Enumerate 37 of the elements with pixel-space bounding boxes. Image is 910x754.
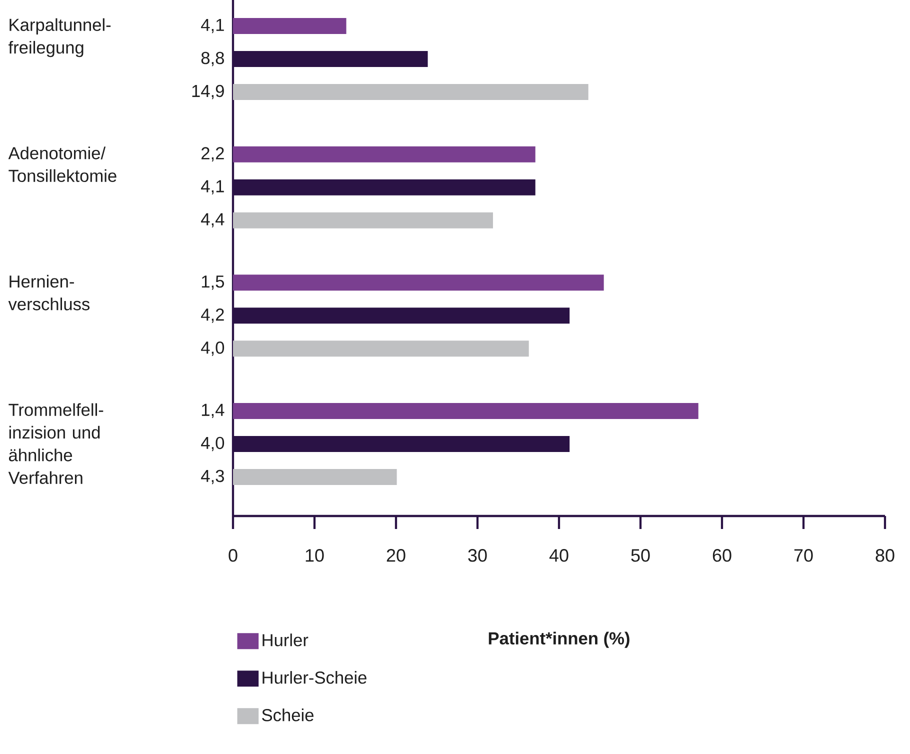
bar (233, 84, 588, 100)
legend-label: Hurler (262, 634, 308, 646)
x-tick-label: 10 (306, 549, 324, 562)
legend-label: Hurler-Scheie (262, 671, 366, 684)
x-tick-label: 60 (712, 549, 732, 562)
bar (233, 340, 529, 357)
x-tick-label: 80 (876, 549, 894, 562)
text: 4,1 (201, 180, 224, 194)
text: 4,2 (201, 308, 224, 323)
text: 4,4 (201, 213, 224, 228)
text: 1,4 (202, 404, 224, 418)
bar (233, 212, 493, 228)
y-tick-label: Hernien- verschluss (8, 274, 90, 310)
legend-label: Scheie (262, 708, 314, 722)
text: 4,1 (201, 18, 224, 34)
bar (233, 402, 698, 419)
bar (233, 274, 604, 291)
x-tick-label: 30 (468, 549, 487, 562)
y-tick-label: Adenotomie/ Tonsillektomie (8, 146, 116, 182)
x-tick-label: 20 (386, 549, 406, 562)
bar (233, 468, 397, 485)
text: 14,9 (192, 84, 224, 100)
text: 4,0 (201, 436, 224, 452)
x-tick-label: 0 (228, 549, 238, 562)
x-tick-label: 40 (549, 549, 568, 562)
text: 4,0 (201, 342, 224, 356)
text: 2,2 (202, 147, 224, 162)
text: 4,3 (201, 470, 224, 484)
bar (233, 146, 536, 162)
x-tick-label: 70 (794, 549, 813, 562)
text: 8,8 (201, 52, 224, 66)
bar (233, 18, 346, 34)
y-tick-label: Trommelfell- inzision und ähnliche Verfahren (8, 403, 104, 484)
x-tick-label: 50 (631, 549, 650, 562)
text: 1,5 (202, 276, 224, 290)
y-tick-label: Karpaltunnel- freilegung (8, 18, 111, 58)
x-axis-title: Patient*innen (%) (488, 632, 630, 648)
